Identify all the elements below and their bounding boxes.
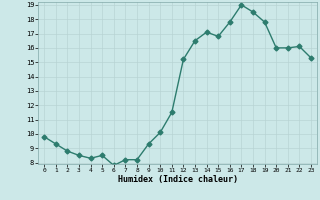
X-axis label: Humidex (Indice chaleur): Humidex (Indice chaleur) bbox=[118, 175, 238, 184]
